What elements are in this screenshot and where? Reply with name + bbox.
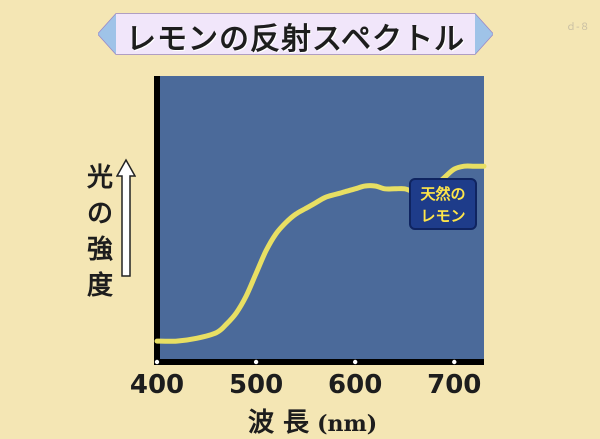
y-label-char: の xyxy=(86,199,113,229)
y-label-char: 強 xyxy=(86,235,113,265)
x-tick-label: 500 xyxy=(228,370,284,400)
x-tick-mark xyxy=(154,359,160,365)
x-axis-label: 波 長 (nm) xyxy=(248,402,377,439)
up-arrow-icon xyxy=(116,158,136,277)
x-tick-mark xyxy=(452,359,457,365)
y-label-char: 度 xyxy=(86,271,113,301)
y-axis-label: 光 の 強 度 xyxy=(78,160,122,304)
x-tick-mark xyxy=(352,359,358,365)
banner-ribbon xyxy=(98,13,493,55)
x-tick-label: 700 xyxy=(427,370,482,400)
title-banner: レモンの反射スペクトル xyxy=(98,8,493,60)
x-axis-title: 波 長 xyxy=(248,408,310,438)
x-tick-label: 400 xyxy=(129,370,185,400)
y-label-char: 光 xyxy=(86,163,113,193)
series-label-line: レモン xyxy=(420,207,466,225)
x-axis-unit: (nm) xyxy=(317,411,378,437)
scan-mark: ｄ-８ xyxy=(566,22,590,33)
x-tick-mark xyxy=(253,359,259,365)
x-tick-label: 600 xyxy=(328,370,383,400)
series-label-line: 天然の xyxy=(420,185,466,203)
chart-title: レモンの反射スペクトル xyxy=(126,22,465,57)
series-label: 天然の レモン xyxy=(409,178,477,230)
